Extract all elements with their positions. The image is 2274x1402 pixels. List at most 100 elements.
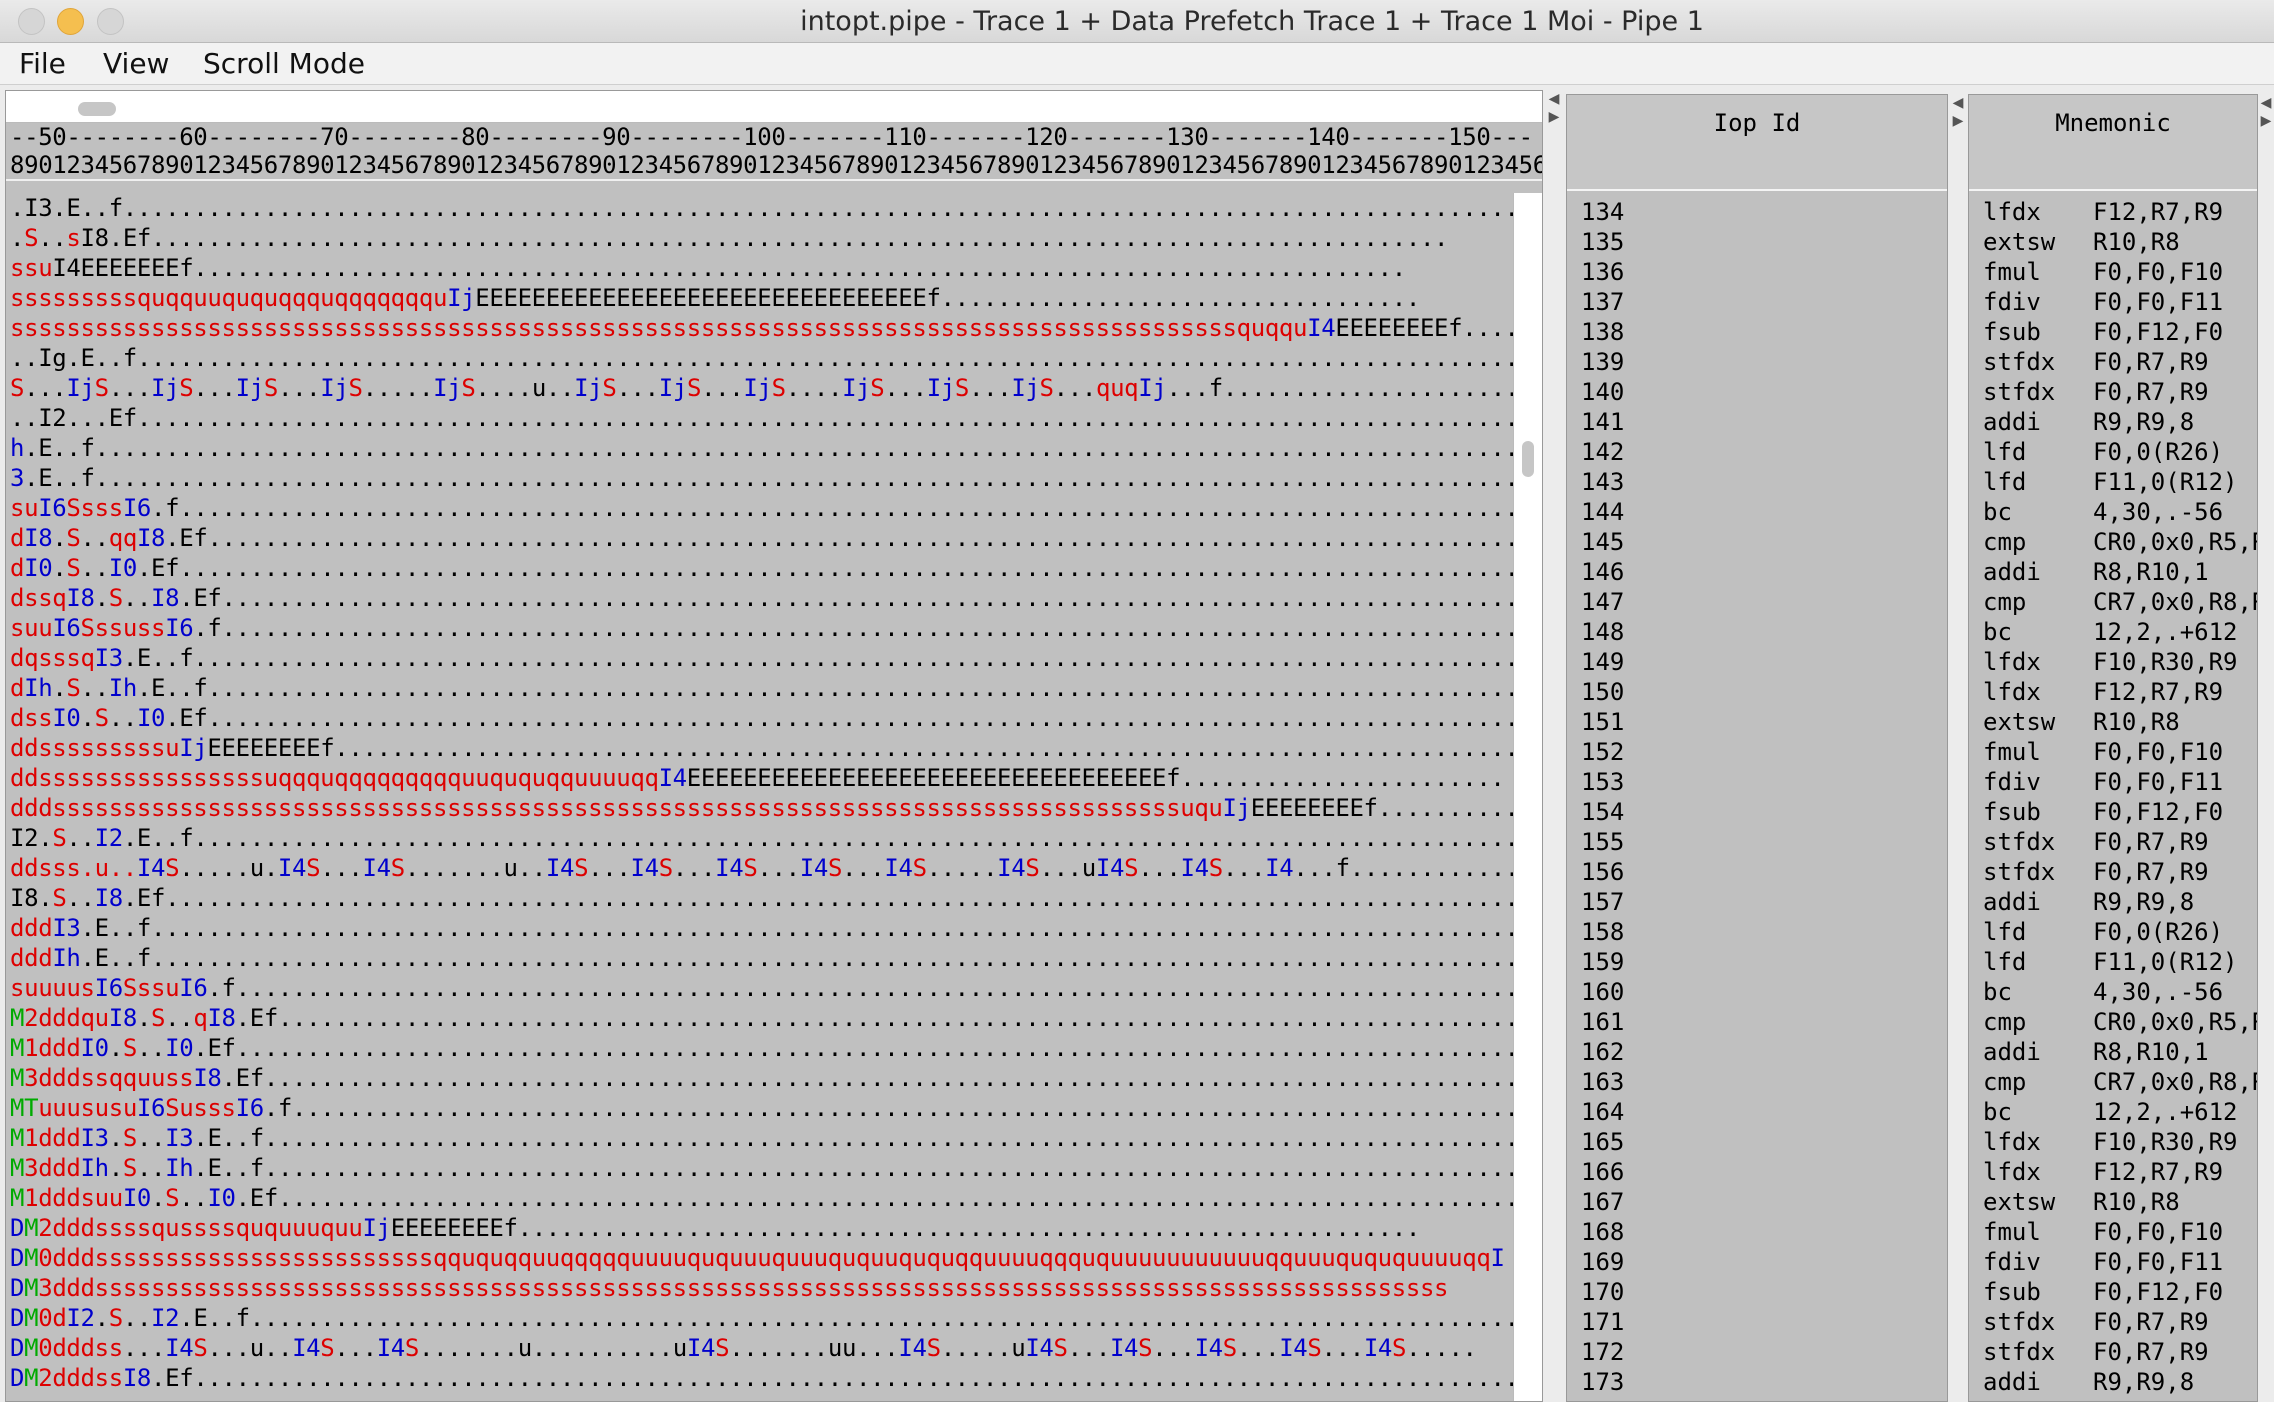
horizontal-scroll-thumb[interactable] — [78, 102, 116, 116]
mnemonic-item[interactable]: lfd F11,0(R12) — [1969, 467, 2257, 497]
horizontal-scrollbar[interactable] — [6, 91, 1542, 123]
mnemonic-item[interactable]: fmul F0,F0,F10 — [1969, 1217, 2257, 1247]
mnemonic-item[interactable]: bc 4,30,.-56 — [1969, 497, 2257, 527]
iop-id-item[interactable]: 168 — [1581, 1218, 1625, 1246]
mnemonic-item[interactable]: lfd F0,0(R26) — [1969, 917, 2257, 947]
iop-id-item[interactable]: 173 — [1581, 1368, 1625, 1396]
iop-id-item[interactable]: 169 — [1581, 1248, 1625, 1276]
mnemonic-item[interactable]: bc 4,30,.-56 — [1969, 977, 2257, 1007]
iop-id-item[interactable]: 139 — [1581, 348, 1625, 376]
iop-id-item[interactable]: 149 — [1581, 648, 1625, 676]
iop-id-item[interactable]: 153 — [1581, 768, 1625, 796]
mnemonic-item[interactable]: stfdx F0,R7,R9 — [1969, 1337, 2257, 1367]
mnemonic-item[interactable]: fsub F0,F12,F0 — [1969, 1277, 2257, 1307]
mnemonic-item[interactable]: cmp CR7,0x0,R8,R — [1969, 587, 2257, 617]
iop-id-item[interactable]: 167 — [1581, 1188, 1625, 1216]
mnemonic-item[interactable]: extsw R10,R8 — [1969, 227, 2257, 257]
mnemonic-item[interactable]: lfdx F12,R7,R9 — [1969, 1157, 2257, 1187]
mnemonic-item[interactable]: fsub F0,F12,F0 — [1969, 797, 2257, 827]
iop-id-item[interactable]: 145 — [1581, 528, 1625, 556]
iop-id-item[interactable]: 159 — [1581, 948, 1625, 976]
iop-id-item[interactable]: 156 — [1581, 858, 1625, 886]
iop-id-item[interactable]: 154 — [1581, 798, 1625, 826]
mnemonic-item[interactable]: cmp CR0,0x0,R5,R — [1969, 1007, 2257, 1037]
menu-view[interactable]: View — [103, 47, 170, 80]
mnemonic-item[interactable]: stfdx F0,R7,R9 — [1969, 857, 2257, 887]
iop-id-item[interactable]: 134 — [1581, 198, 1625, 226]
zoom-window-button[interactable] — [97, 8, 124, 35]
mnemonic-item[interactable]: fdiv F0,F0,F11 — [1969, 767, 2257, 797]
minimize-window-button[interactable] — [57, 8, 84, 35]
mnemonic-item[interactable]: addi R9,R9,8 — [1969, 887, 2257, 917]
mnemonic-item[interactable]: stfdx F0,R7,R9 — [1969, 827, 2257, 857]
close-window-button[interactable] — [18, 8, 45, 35]
iop-id-item[interactable]: 135 — [1581, 228, 1625, 256]
mnemonic-item[interactable]: stfdx F0,R7,R9 — [1969, 377, 2257, 407]
iop-id-item[interactable]: 137 — [1581, 288, 1625, 316]
iop-id-item[interactable]: 150 — [1581, 678, 1625, 706]
vertical-scroll-thumb[interactable] — [1522, 441, 1534, 477]
mnemonic-item[interactable]: cmp CR7,0x0,R8,R — [1969, 1067, 2257, 1097]
iop-id-item[interactable]: 158 — [1581, 918, 1625, 946]
iop-id-item[interactable]: 151 — [1581, 708, 1625, 736]
splitter-arrows-left[interactable]: ◀ ▶ — [1548, 91, 1560, 125]
iop-id-item[interactable]: 142 — [1581, 438, 1625, 466]
iop-id-item[interactable]: 144 — [1581, 498, 1625, 526]
mnemonic-item[interactable]: lfdx F12,R7,R9 — [1969, 677, 2257, 707]
mnemonic-operands: F0,F0,F11 — [2093, 1248, 2224, 1276]
mnemonic-item[interactable]: lfd F11,0(R12) — [1969, 947, 2257, 977]
mnemonic-item[interactable]: extsw R10,R8 — [1969, 1187, 2257, 1217]
splitter-arrows-middle[interactable]: ◀ ▶ — [1952, 95, 1964, 129]
pipe-segment: .f......................................… — [207, 974, 1514, 1002]
iop-id-item[interactable]: 162 — [1581, 1038, 1625, 1066]
iop-id-header[interactable]: Iop Id — [1567, 95, 1947, 191]
iop-id-item[interactable]: 160 — [1581, 978, 1625, 1006]
menu-scroll-mode[interactable]: Scroll Mode — [203, 47, 365, 80]
mnemonic-item[interactable]: addi R9,R9,8 — [1969, 1367, 2257, 1397]
mnemonic-item[interactable]: lfdx F10,R30,R9 — [1969, 647, 2257, 677]
iop-id-item[interactable]: 172 — [1581, 1338, 1625, 1366]
mnemonic-item[interactable]: bc 12,2,.+612 — [1969, 617, 2257, 647]
mnemonic-item[interactable]: fmul F0,F0,F10 — [1969, 737, 2257, 767]
menu-file[interactable]: File — [19, 47, 66, 80]
iop-id-item[interactable]: 157 — [1581, 888, 1625, 916]
pipe-segment: I4 — [884, 854, 913, 882]
mnemonic-item[interactable]: fdiv F0,F0,F11 — [1969, 1247, 2257, 1277]
iop-id-item[interactable]: 148 — [1581, 618, 1625, 646]
mnemonic-item[interactable]: stfdx F0,R7,R9 — [1969, 347, 2257, 377]
iop-id-item[interactable]: 166 — [1581, 1158, 1625, 1186]
iop-id-item[interactable]: 152 — [1581, 738, 1625, 766]
mnemonic-item[interactable]: lfdx F10,R30,R9 — [1969, 1127, 2257, 1157]
iop-id-item[interactable]: 138 — [1581, 318, 1625, 346]
iop-id-item[interactable]: 140 — [1581, 378, 1625, 406]
mnemonic-item[interactable]: fsub F0,F12,F0 — [1969, 317, 2257, 347]
mnemonic-item[interactable]: cmp CR0,0x0,R5,R — [1969, 527, 2257, 557]
iop-id-item[interactable]: 161 — [1581, 1008, 1625, 1036]
iop-id-item[interactable]: 171 — [1581, 1308, 1625, 1336]
mnemonic-item[interactable]: fmul F0,F0,F10 — [1969, 257, 2257, 287]
iop-id-item[interactable]: 141 — [1581, 408, 1625, 436]
iop-id-item[interactable]: 143 — [1581, 468, 1625, 496]
mnemonic-item[interactable]: addi R9,R9,8 — [1969, 407, 2257, 437]
iop-id-item[interactable]: 136 — [1581, 258, 1625, 286]
splitter-arrows-right[interactable]: ◀ ▶ — [2260, 95, 2272, 129]
mnemonic-item[interactable]: lfd F0,0(R26) — [1969, 437, 2257, 467]
iop-id-item[interactable]: 165 — [1581, 1128, 1625, 1156]
mnemonic-item[interactable]: extsw R10,R8 — [1969, 707, 2257, 737]
iop-id-item[interactable]: 147 — [1581, 588, 1625, 616]
mnemonic-item[interactable]: stfdx F0,R7,R9 — [1969, 1307, 2257, 1337]
iop-id-item[interactable]: 163 — [1581, 1068, 1625, 1096]
mnemonic-item[interactable]: addi R8,R10,1 — [1969, 557, 2257, 587]
pipe-row: dddI3.E..f..............................… — [10, 913, 1514, 943]
vertical-scrollbar[interactable] — [1513, 193, 1542, 1401]
iop-id-item[interactable]: 164 — [1581, 1098, 1625, 1126]
iop-id-item[interactable]: 146 — [1581, 558, 1625, 586]
pipe-trace-body[interactable]: .I3.E..f................................… — [6, 193, 1514, 1401]
iop-id-item[interactable]: 155 — [1581, 828, 1625, 856]
mnemonic-item[interactable]: addi R8,R10,1 — [1969, 1037, 2257, 1067]
mnemonic-item[interactable]: lfdx F12,R7,R9 — [1969, 197, 2257, 227]
mnemonic-header[interactable]: Mnemonic — [1969, 95, 2257, 191]
iop-id-item[interactable]: 170 — [1581, 1278, 1625, 1306]
mnemonic-item[interactable]: fdiv F0,F0,F11 — [1969, 287, 2257, 317]
mnemonic-item[interactable]: bc 12,2,.+612 — [1969, 1097, 2257, 1127]
